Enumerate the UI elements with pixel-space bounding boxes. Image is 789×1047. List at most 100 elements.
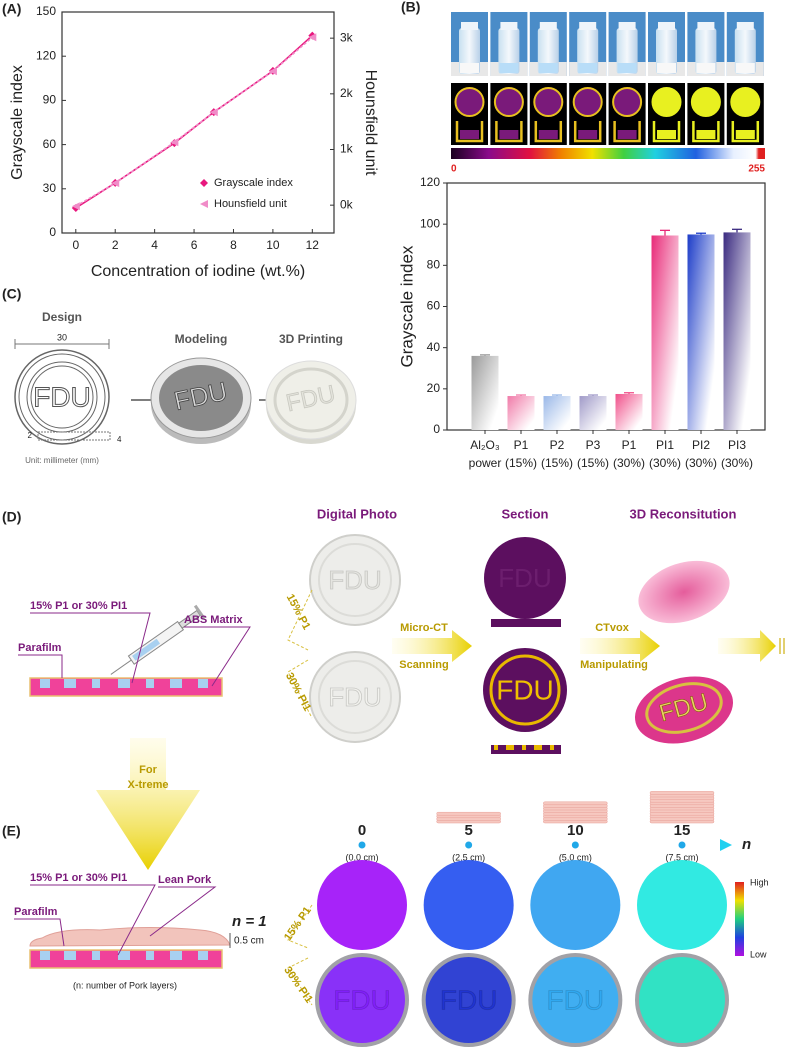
bar bbox=[507, 396, 535, 430]
model-coin bbox=[159, 365, 243, 431]
ct-cup bbox=[731, 121, 760, 143]
ct-disc bbox=[530, 860, 621, 950]
layer-dot bbox=[678, 841, 686, 849]
coin-outline bbox=[30, 365, 94, 429]
step-title: Modeling bbox=[175, 332, 228, 346]
powder bbox=[735, 63, 755, 73]
section-ring bbox=[489, 654, 561, 726]
ct-disc bbox=[637, 860, 727, 950]
column-title: Section bbox=[502, 506, 549, 521]
panel-label: (C) bbox=[2, 286, 21, 302]
y-tick-label: 80 bbox=[427, 258, 441, 272]
callout-line bbox=[149, 886, 217, 937]
panel-label: (A) bbox=[2, 1, 21, 17]
note: (n: number of Pork layers) bbox=[73, 980, 177, 990]
ct-cup bbox=[692, 121, 720, 143]
layer-dot bbox=[571, 841, 579, 849]
y2-axis-label: Hounsfield unit bbox=[362, 70, 379, 176]
powder bbox=[460, 63, 479, 73]
y2-tick-label: 2k bbox=[340, 86, 354, 100]
layer-depth: (7.5 cm) bbox=[665, 852, 698, 862]
vial-cap bbox=[579, 22, 597, 30]
series-line bbox=[75, 36, 313, 207]
arrow bbox=[96, 738, 200, 870]
arrow bbox=[392, 630, 472, 662]
callout-line bbox=[184, 626, 251, 687]
vial-cap bbox=[658, 22, 675, 30]
row-label: 15% P1 bbox=[284, 592, 313, 632]
y-tick-label: 60 bbox=[43, 137, 57, 151]
y-tick-label: 100 bbox=[420, 216, 440, 230]
ct-cup bbox=[534, 121, 563, 143]
coin-text: FDU bbox=[328, 682, 381, 712]
x-tick-label: P1 (30%) bbox=[613, 438, 645, 470]
chart-a: 0 2 4 6 8 10 1203060901201500k1k2k3kConcentrat… bbox=[9, 4, 379, 280]
callout: Parafilm bbox=[18, 642, 62, 654]
marker bbox=[111, 179, 120, 188]
scale-label: High bbox=[750, 877, 769, 887]
ct-fill bbox=[499, 130, 519, 139]
row-label: 15% P1 bbox=[282, 905, 314, 943]
column-title: 3D Reconsitution bbox=[630, 506, 737, 521]
ct-fill bbox=[657, 130, 676, 139]
x-tick-label: P1 (15%) bbox=[505, 438, 537, 470]
callout-line bbox=[30, 884, 156, 956]
coin-text: FDU bbox=[33, 381, 91, 412]
vial-cap bbox=[736, 22, 754, 30]
marker bbox=[71, 202, 80, 211]
powder bbox=[617, 63, 637, 73]
bar bbox=[471, 355, 499, 430]
vial bbox=[695, 28, 717, 74]
ct-disc bbox=[493, 87, 524, 117]
dimension: 0.5 cm bbox=[234, 936, 264, 947]
vial-cap bbox=[461, 22, 478, 30]
dimension: 4 bbox=[117, 435, 122, 444]
coin-text: FDU bbox=[547, 984, 605, 1015]
panel-label: (B) bbox=[401, 0, 420, 15]
axis-label: n bbox=[742, 836, 751, 853]
pork-layer bbox=[649, 791, 715, 795]
powder bbox=[538, 63, 558, 73]
panel-label: (E) bbox=[2, 823, 21, 839]
x-tick-label: 10 bbox=[266, 238, 280, 252]
bar bbox=[543, 396, 571, 430]
vial bbox=[734, 28, 756, 74]
arrow bbox=[580, 630, 660, 662]
x-tick-label: 2 bbox=[112, 238, 119, 252]
ct-cup bbox=[495, 121, 523, 143]
layer-axis bbox=[720, 839, 732, 851]
colorbar-max: 255 bbox=[748, 164, 765, 175]
y-tick-label: 0 bbox=[433, 422, 440, 436]
arrow-label: For bbox=[139, 764, 157, 776]
x-tick-label: PI3 (30%) bbox=[721, 438, 753, 470]
vial-cap bbox=[539, 22, 557, 30]
legend-label: Grayscale index bbox=[214, 177, 293, 189]
ct-cup bbox=[652, 121, 681, 143]
bar bbox=[687, 234, 715, 430]
bracket bbox=[287, 957, 313, 1006]
unit-note: Unit: millimeter (mm) bbox=[25, 456, 99, 465]
pork-layer bbox=[436, 811, 501, 816]
syringe bbox=[110, 604, 206, 675]
layer-count: 5 bbox=[464, 822, 472, 839]
bracket bbox=[287, 589, 313, 651]
x-tick-label: Al₂O₃ power bbox=[469, 438, 502, 470]
ct-disc bbox=[572, 87, 603, 117]
powder bbox=[657, 63, 676, 73]
vial bbox=[616, 28, 638, 74]
photo-coin bbox=[309, 534, 401, 626]
layer-depth: (5.0 cm) bbox=[559, 852, 592, 862]
bar bbox=[651, 235, 679, 430]
bar bbox=[723, 232, 751, 430]
vial bbox=[459, 28, 480, 74]
marker bbox=[308, 33, 317, 42]
step-label: Manipulating bbox=[580, 659, 648, 671]
ct-disc bbox=[528, 953, 623, 1047]
vial-cap bbox=[697, 22, 715, 30]
ct-fill bbox=[696, 130, 716, 139]
wells bbox=[40, 679, 208, 688]
y-axis-label: Grayscale index bbox=[9, 65, 26, 180]
step-label: Scanning bbox=[399, 659, 449, 671]
ct-disc bbox=[315, 953, 409, 1047]
